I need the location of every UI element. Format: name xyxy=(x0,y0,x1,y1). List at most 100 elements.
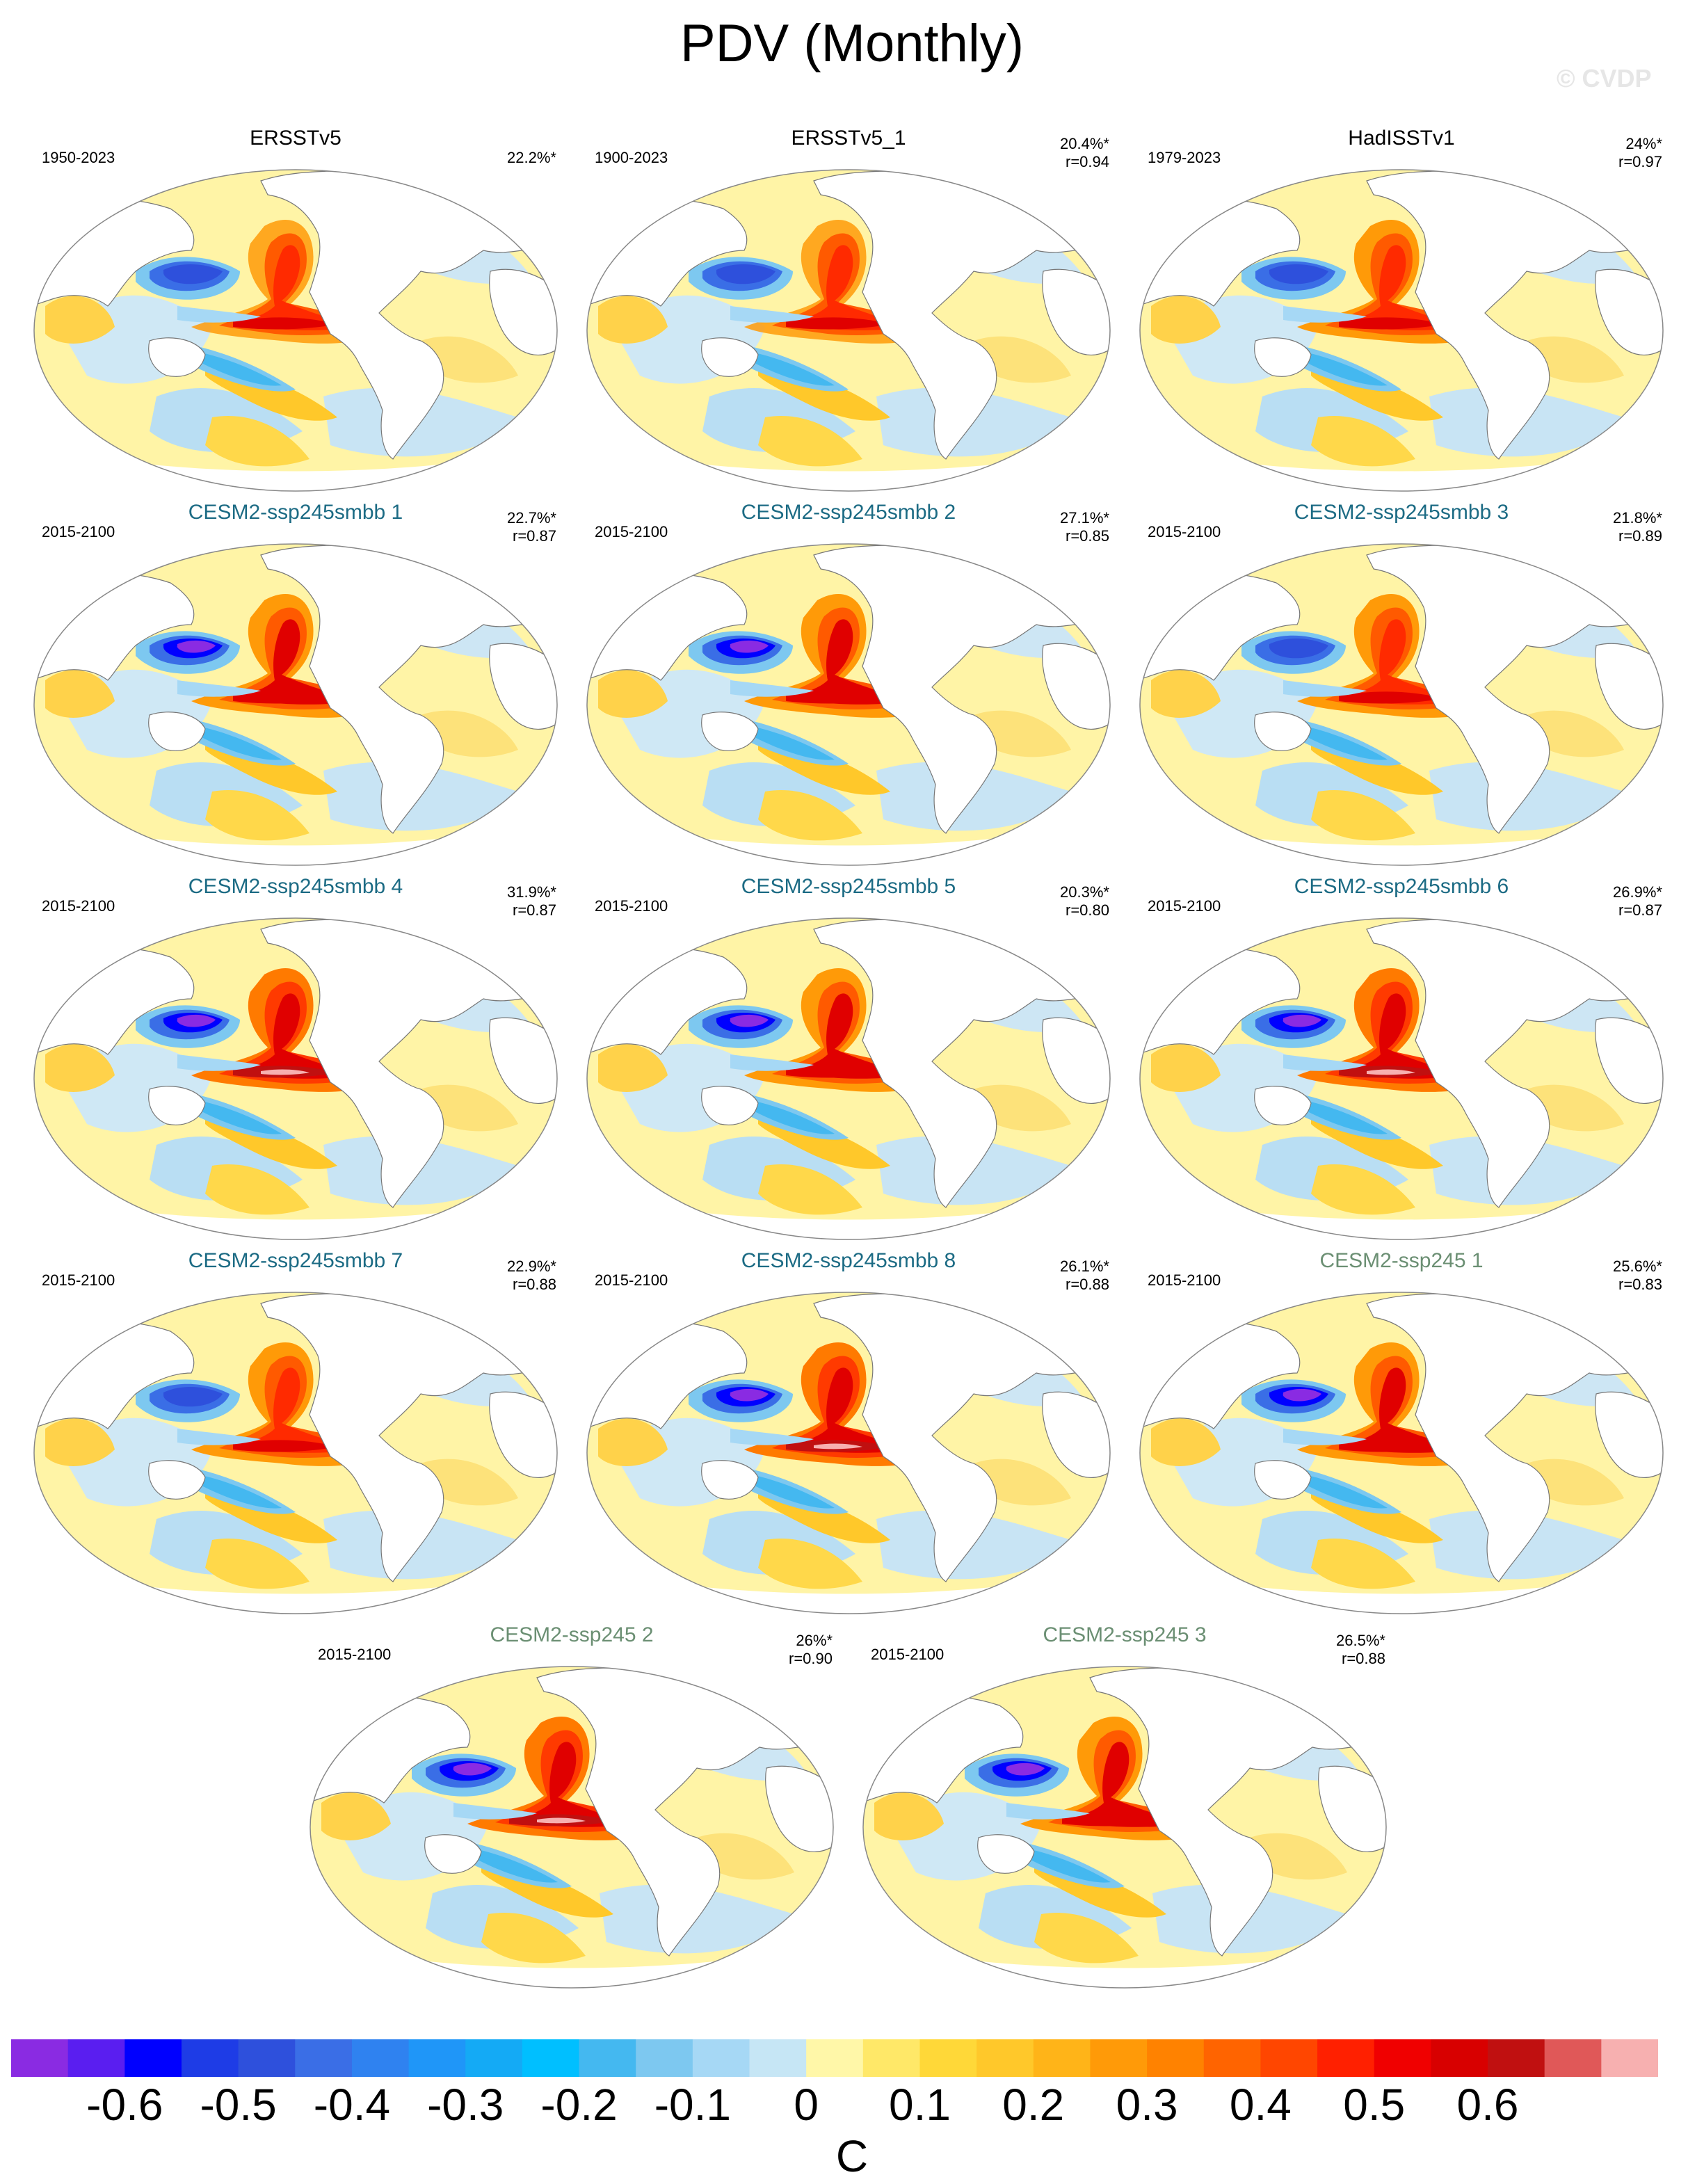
panel-period: 2015-2100 xyxy=(42,1271,115,1289)
panel-title: CESM2-ssp245smbb 6 xyxy=(1294,875,1509,898)
colorbar-swatch xyxy=(862,2039,920,2077)
colorbar-tick-label: 0.1 xyxy=(888,2080,951,2130)
pdv-map xyxy=(1139,169,1664,492)
map-panel: ERSSTv5 1950-2023 22.2%* xyxy=(21,125,570,492)
map-panel: CESM2-ssp245smbb 4 2015-2100 31.9%* r=0.87 xyxy=(21,874,570,1240)
colorbar-swatch xyxy=(1431,2039,1488,2077)
pattern-correlation: r=0.97 xyxy=(1618,153,1662,170)
panel-stats: 20.3%* r=0.80 xyxy=(1060,883,1109,920)
colorbar-swatch xyxy=(1090,2039,1148,2077)
colorbar-units-label: C xyxy=(835,2131,869,2181)
map-panel: CESM2-ssp245 1 2015-2100 25.6%* r=0.83 xyxy=(1127,1248,1676,1614)
panel-period: 2015-2100 xyxy=(595,1271,668,1289)
colorbar-swatch xyxy=(1317,2039,1375,2077)
colorbar-swatch xyxy=(181,2039,239,2077)
panel-stats: 22.9%* r=0.88 xyxy=(507,1258,556,1294)
variance-explained: 26%* xyxy=(796,1632,833,1649)
panel-period: 2015-2100 xyxy=(871,1646,945,1663)
pattern-correlation: r=0.87 xyxy=(513,527,556,545)
pattern-correlation: r=0.87 xyxy=(1618,901,1662,919)
colorbar-swatch xyxy=(1203,2039,1261,2077)
pattern-correlation: r=0.88 xyxy=(513,1276,556,1293)
panel-stats: 27.1%* r=0.85 xyxy=(1060,509,1109,545)
pattern-correlation: r=0.94 xyxy=(1066,153,1109,170)
pattern-correlation: r=0.89 xyxy=(1618,527,1662,545)
variance-explained: 22.7%* xyxy=(507,509,556,527)
colorbar-swatch xyxy=(919,2039,977,2077)
map-panel: HadISSTv1 1979-2023 24%* r=0.97 xyxy=(1127,125,1676,492)
panel-period: 2015-2100 xyxy=(1148,1271,1221,1289)
colorbar-swatch xyxy=(749,2039,807,2077)
panel-title: CESM2-ssp245smbb 1 xyxy=(188,501,403,524)
colorbar-swatch xyxy=(1601,2039,1658,2077)
colorbar-swatch xyxy=(1033,2039,1091,2077)
colorbar-swatch xyxy=(465,2039,523,2077)
map-panel: CESM2-ssp245 2 2015-2100 26%* r=0.90 xyxy=(297,1622,846,1989)
panel-stats: 31.9%* r=0.87 xyxy=(507,883,556,920)
panel-stats: 26.9%* r=0.87 xyxy=(1613,883,1662,920)
colorbar-tick-label: 0.6 xyxy=(1456,2080,1519,2130)
panel-stats: 26%* r=0.90 xyxy=(789,1632,833,1668)
pattern-correlation: r=0.90 xyxy=(789,1650,833,1667)
variance-explained: 31.9%* xyxy=(507,883,556,901)
panel-stats: 26.1%* r=0.88 xyxy=(1060,1258,1109,1294)
panel-title: HadISSTv1 xyxy=(1348,127,1455,150)
panel-period: 2015-2100 xyxy=(595,897,668,915)
colorbar-swatch xyxy=(636,2039,693,2077)
colorbar-tick-label: 0.5 xyxy=(1343,2080,1406,2130)
colorbar xyxy=(11,2039,1658,2077)
colorbar-swatch xyxy=(11,2039,69,2077)
colorbar-swatch xyxy=(238,2039,296,2077)
panel-period: 2015-2100 xyxy=(42,897,115,915)
map-panel: CESM2-ssp245smbb 1 2015-2100 22.7%* r=0.87 xyxy=(21,499,570,866)
variance-explained: 26.5%* xyxy=(1336,1632,1385,1649)
colorbar-tick-label: -0.6 xyxy=(86,2080,163,2130)
map-panel: CESM2-ssp245smbb 5 2015-2100 20.3%* r=0.80 xyxy=(574,874,1123,1240)
panel-title: CESM2-ssp245smbb 4 xyxy=(188,875,403,898)
map-panel: CESM2-ssp245 3 2015-2100 26.5%* r=0.88 xyxy=(850,1622,1399,1989)
pdv-map xyxy=(586,1292,1111,1614)
pdv-map xyxy=(33,543,558,866)
panel-title: CESM2-ssp245smbb 5 xyxy=(741,875,956,898)
pdv-map xyxy=(586,169,1111,492)
colorbar-swatch xyxy=(806,2039,864,2077)
colorbar-tick-label: 0 xyxy=(794,2080,819,2130)
map-panel: ERSSTv5_1 1900-2023 20.4%* r=0.94 xyxy=(574,125,1123,492)
pdv-map xyxy=(33,169,558,492)
colorbar-tick-label: -0.2 xyxy=(540,2080,618,2130)
colorbar-swatch xyxy=(351,2039,410,2077)
variance-explained: 26.9%* xyxy=(1613,883,1662,901)
panel-title: CESM2-ssp245 2 xyxy=(490,1623,654,1646)
panel-stats: 26.5%* r=0.88 xyxy=(1336,1632,1385,1668)
panel-stats: 22.2%* xyxy=(507,149,556,167)
panel-period: 2015-2100 xyxy=(42,523,115,540)
colorbar-swatch xyxy=(295,2039,353,2077)
panel-period: 2015-2100 xyxy=(1148,897,1221,915)
panel-period: 1950-2023 xyxy=(42,149,115,166)
panel-title: CESM2-ssp245 1 xyxy=(1319,1249,1484,1272)
panel-period: 1979-2023 xyxy=(1148,149,1221,166)
panel-stats: 24%* r=0.97 xyxy=(1618,135,1662,171)
pattern-correlation: r=0.85 xyxy=(1066,527,1109,545)
panel-period: 2015-2100 xyxy=(595,523,668,540)
panel-title: CESM2-ssp245smbb 3 xyxy=(1294,501,1509,524)
pattern-correlation: r=0.88 xyxy=(1342,1650,1385,1667)
variance-explained: 24%* xyxy=(1625,135,1662,152)
panel-title: CESM2-ssp245smbb 2 xyxy=(741,501,956,524)
colorbar-swatch xyxy=(976,2039,1034,2077)
map-panel: CESM2-ssp245smbb 8 2015-2100 26.1%* r=0.88 xyxy=(574,1248,1123,1614)
colorbar-swatch xyxy=(579,2039,636,2077)
figure-title: PDV (Monthly) xyxy=(680,14,1024,73)
panel-title: CESM2-ssp245smbb 7 xyxy=(188,1249,403,1272)
pattern-correlation: r=0.88 xyxy=(1066,1276,1109,1293)
panel-stats: 20.4%* r=0.94 xyxy=(1060,135,1109,171)
pattern-correlation: r=0.83 xyxy=(1618,1276,1662,1293)
colorbar-swatch xyxy=(67,2039,125,2077)
pdv-map xyxy=(1139,917,1664,1240)
colorbar-swatch xyxy=(1488,2039,1545,2077)
colorbar-swatch xyxy=(408,2039,466,2077)
colorbar-tick-labels: -0.6 -0.5 -0.4 -0.3 -0.2 -0.1 0 0.1 0.2 0.3 0.4 0.5… xyxy=(0,2078,1704,2134)
panel-stats: 22.7%* r=0.87 xyxy=(507,509,556,545)
pdv-map xyxy=(862,1666,1387,1989)
variance-explained: 26.1%* xyxy=(1060,1258,1109,1275)
